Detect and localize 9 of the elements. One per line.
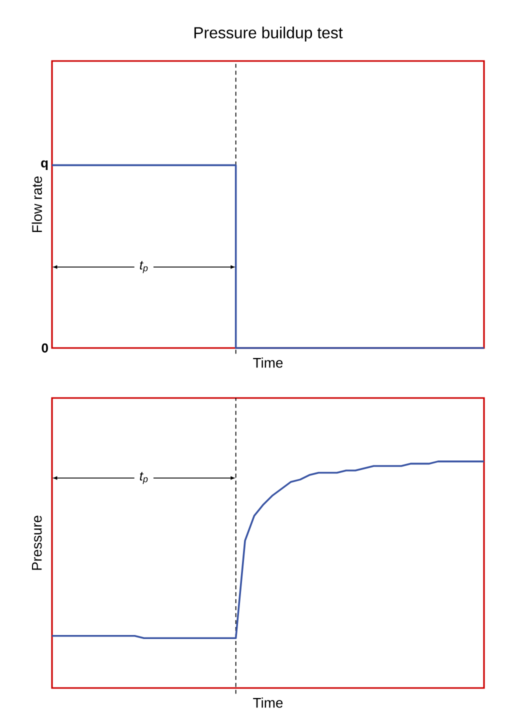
annotation: t$_{p}$	[140, 261, 148, 274]
annotation: t$_{p}$	[140, 472, 148, 484]
text: q	[41, 160, 48, 170]
y-axis-title: Flow rate	[32, 176, 42, 232]
text: 0	[42, 343, 48, 353]
chart-title: Pressure buildup test	[194, 26, 343, 42]
y-axis-title: Pressure	[32, 516, 42, 570]
x-axis-title: Time	[253, 357, 283, 368]
x-axis-title: Time	[253, 697, 283, 708]
